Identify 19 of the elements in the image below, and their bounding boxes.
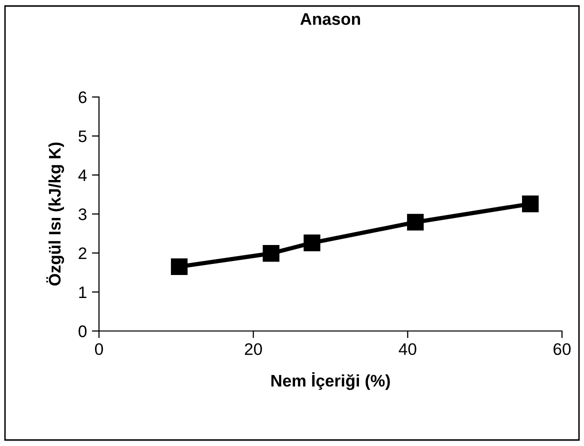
point (170, 258, 188, 275)
y-tick-label: 6 (78, 91, 86, 104)
y-tick-label: 3 (78, 208, 86, 220)
y-tick-label: 4 (78, 170, 87, 182)
x-tick-label: 60 (554, 343, 571, 356)
point (522, 196, 539, 212)
y-axis-title: Özgül Isı (kJ/kg K) (46, 142, 64, 286)
y-tick-label: 1 (79, 286, 86, 298)
y-tick-label: 0 (78, 325, 87, 338)
point (262, 245, 280, 262)
x-tick-label: 0 (95, 343, 103, 356)
point (304, 234, 320, 252)
chart-title: Anason (300, 13, 360, 25)
y-tick-label: 2 (78, 247, 86, 260)
y-tick-label: 5 (78, 130, 86, 142)
x-axis-title: Nem İçeriği (%) (271, 372, 390, 390)
x-tick-label: 40 (398, 343, 416, 356)
x-tick-label: 20 (244, 343, 262, 356)
point (407, 214, 424, 231)
